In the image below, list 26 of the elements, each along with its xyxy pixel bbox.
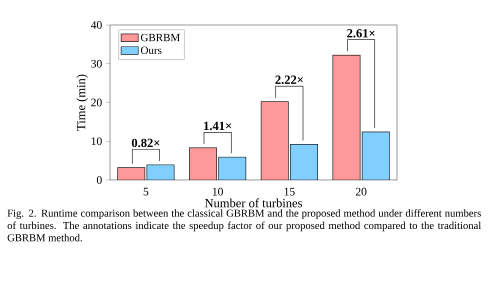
bar (290, 144, 318, 180)
annotation: 2.22× (275, 76, 303, 84)
bar (118, 168, 145, 180)
bar (218, 157, 246, 180)
y-tick-label: 20 (91, 98, 102, 106)
legend-label: GBRBM (140, 34, 180, 42)
bar (362, 132, 390, 180)
x-tick-label: 10 (212, 188, 223, 196)
caption: Fig. 2. Runtime comparison between the classical GBRBM and the proposed method under different numbers of turbines. The annotations indicate the speedup factor of our proposed method compared to the traditional GBRBM method. (8, 209, 482, 242)
y-tick-label: 10 (92, 137, 102, 146)
y-tick-label: 0 (96, 176, 102, 184)
bar (146, 164, 174, 180)
x-tick-label: 5 (144, 188, 148, 196)
y-axis-title: Time (min) (76, 74, 88, 131)
x-tick-label: 20 (356, 188, 366, 196)
bar (189, 148, 217, 180)
annotation: 2.61× (347, 29, 375, 38)
x-axis-title: Number of turbines (204, 198, 302, 208)
annotation: 1.41× (204, 122, 232, 130)
legend-label: Ours (140, 46, 162, 54)
y-tick-label: 30 (91, 60, 102, 68)
x-tick-label: 15 (284, 188, 295, 196)
bar (261, 102, 288, 180)
y-tick-label: 40 (90, 21, 102, 29)
annotation: 0.82× (132, 138, 160, 148)
bar (332, 54, 360, 180)
